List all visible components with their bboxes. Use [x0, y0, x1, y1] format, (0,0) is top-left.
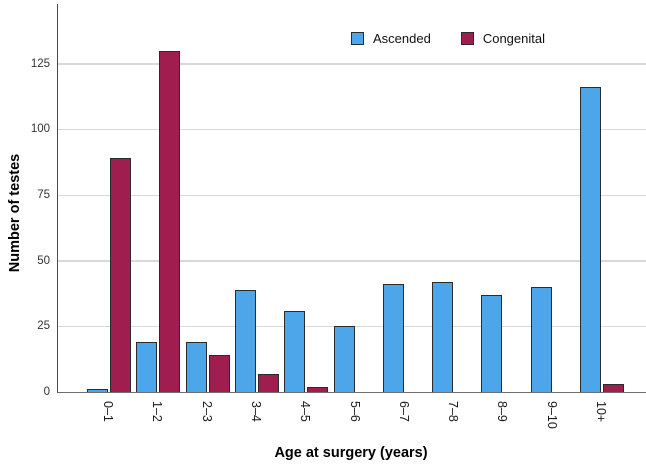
y-tick-label-0: 0: [43, 386, 50, 398]
gridline-75: [58, 194, 646, 197]
y-tick-label-125: 125: [30, 57, 50, 70]
gridline-100: [58, 129, 646, 131]
gridline-125: [58, 63, 646, 65]
legend-item-ascended: Ascended: [351, 31, 431, 46]
x-axis-title: Age at surgery (years): [274, 445, 428, 461]
bar-ascended-2–3: [186, 342, 207, 392]
bar-ascended-4–5: [284, 311, 305, 392]
bar-congenital-4–5: [307, 387, 328, 392]
bar-congenital-1–2: [159, 51, 180, 392]
bar-ascended-8–9: [481, 295, 502, 392]
bar-congenital-3–4: [258, 374, 279, 392]
bar-ascended-7–8: [432, 282, 453, 392]
legend: Ascended Congenital: [351, 31, 545, 46]
x-tick-label-text: 1–2: [150, 401, 165, 422]
legend-label: Congenital: [482, 31, 545, 46]
x-tick-label-text: 3–4: [248, 401, 263, 422]
bar-congenital-2–3: [209, 355, 230, 392]
x-tick-label-text: 4–5: [298, 401, 313, 422]
x-tick-label-text: 2–3: [199, 401, 214, 422]
bar-ascended-9–10: [531, 287, 552, 392]
y-tick-label-50: 50: [37, 254, 50, 267]
legend-item-congenital: Congenital: [460, 31, 545, 46]
legend-swatch-icon: [351, 32, 364, 45]
y-tick-label-100: 100: [30, 123, 50, 136]
x-tick-label-text: 10+: [594, 401, 608, 423]
x-tick-label-text: 7–8: [446, 401, 461, 422]
x-tick-label-text: 0–1: [101, 401, 115, 422]
bar-congenital-10+: [603, 384, 624, 392]
x-tick-label-text: 8–9: [495, 401, 510, 422]
legend-swatch-icon: [460, 32, 474, 45]
bar-ascended-3–4: [235, 290, 256, 392]
bar-ascended-10+: [580, 87, 601, 392]
gridline-50: [58, 260, 646, 262]
x-tick-label-text: 9–10: [544, 401, 559, 429]
bar-ascended-5–6: [334, 326, 355, 392]
y-tick-label-25: 25: [37, 320, 50, 333]
legend-label: Ascended: [373, 31, 431, 46]
x-tick-label-text: 5–6: [347, 401, 362, 422]
y-tick-label-75: 75: [37, 189, 50, 202]
bar-congenital-0–1: [110, 158, 131, 392]
bar-ascended-0–1: [87, 389, 108, 392]
plot-area: [57, 4, 646, 393]
x-tick-label-text: 6–7: [396, 401, 411, 422]
bar-ascended-1–2: [136, 342, 157, 392]
bar-ascended-6–7: [383, 284, 404, 392]
